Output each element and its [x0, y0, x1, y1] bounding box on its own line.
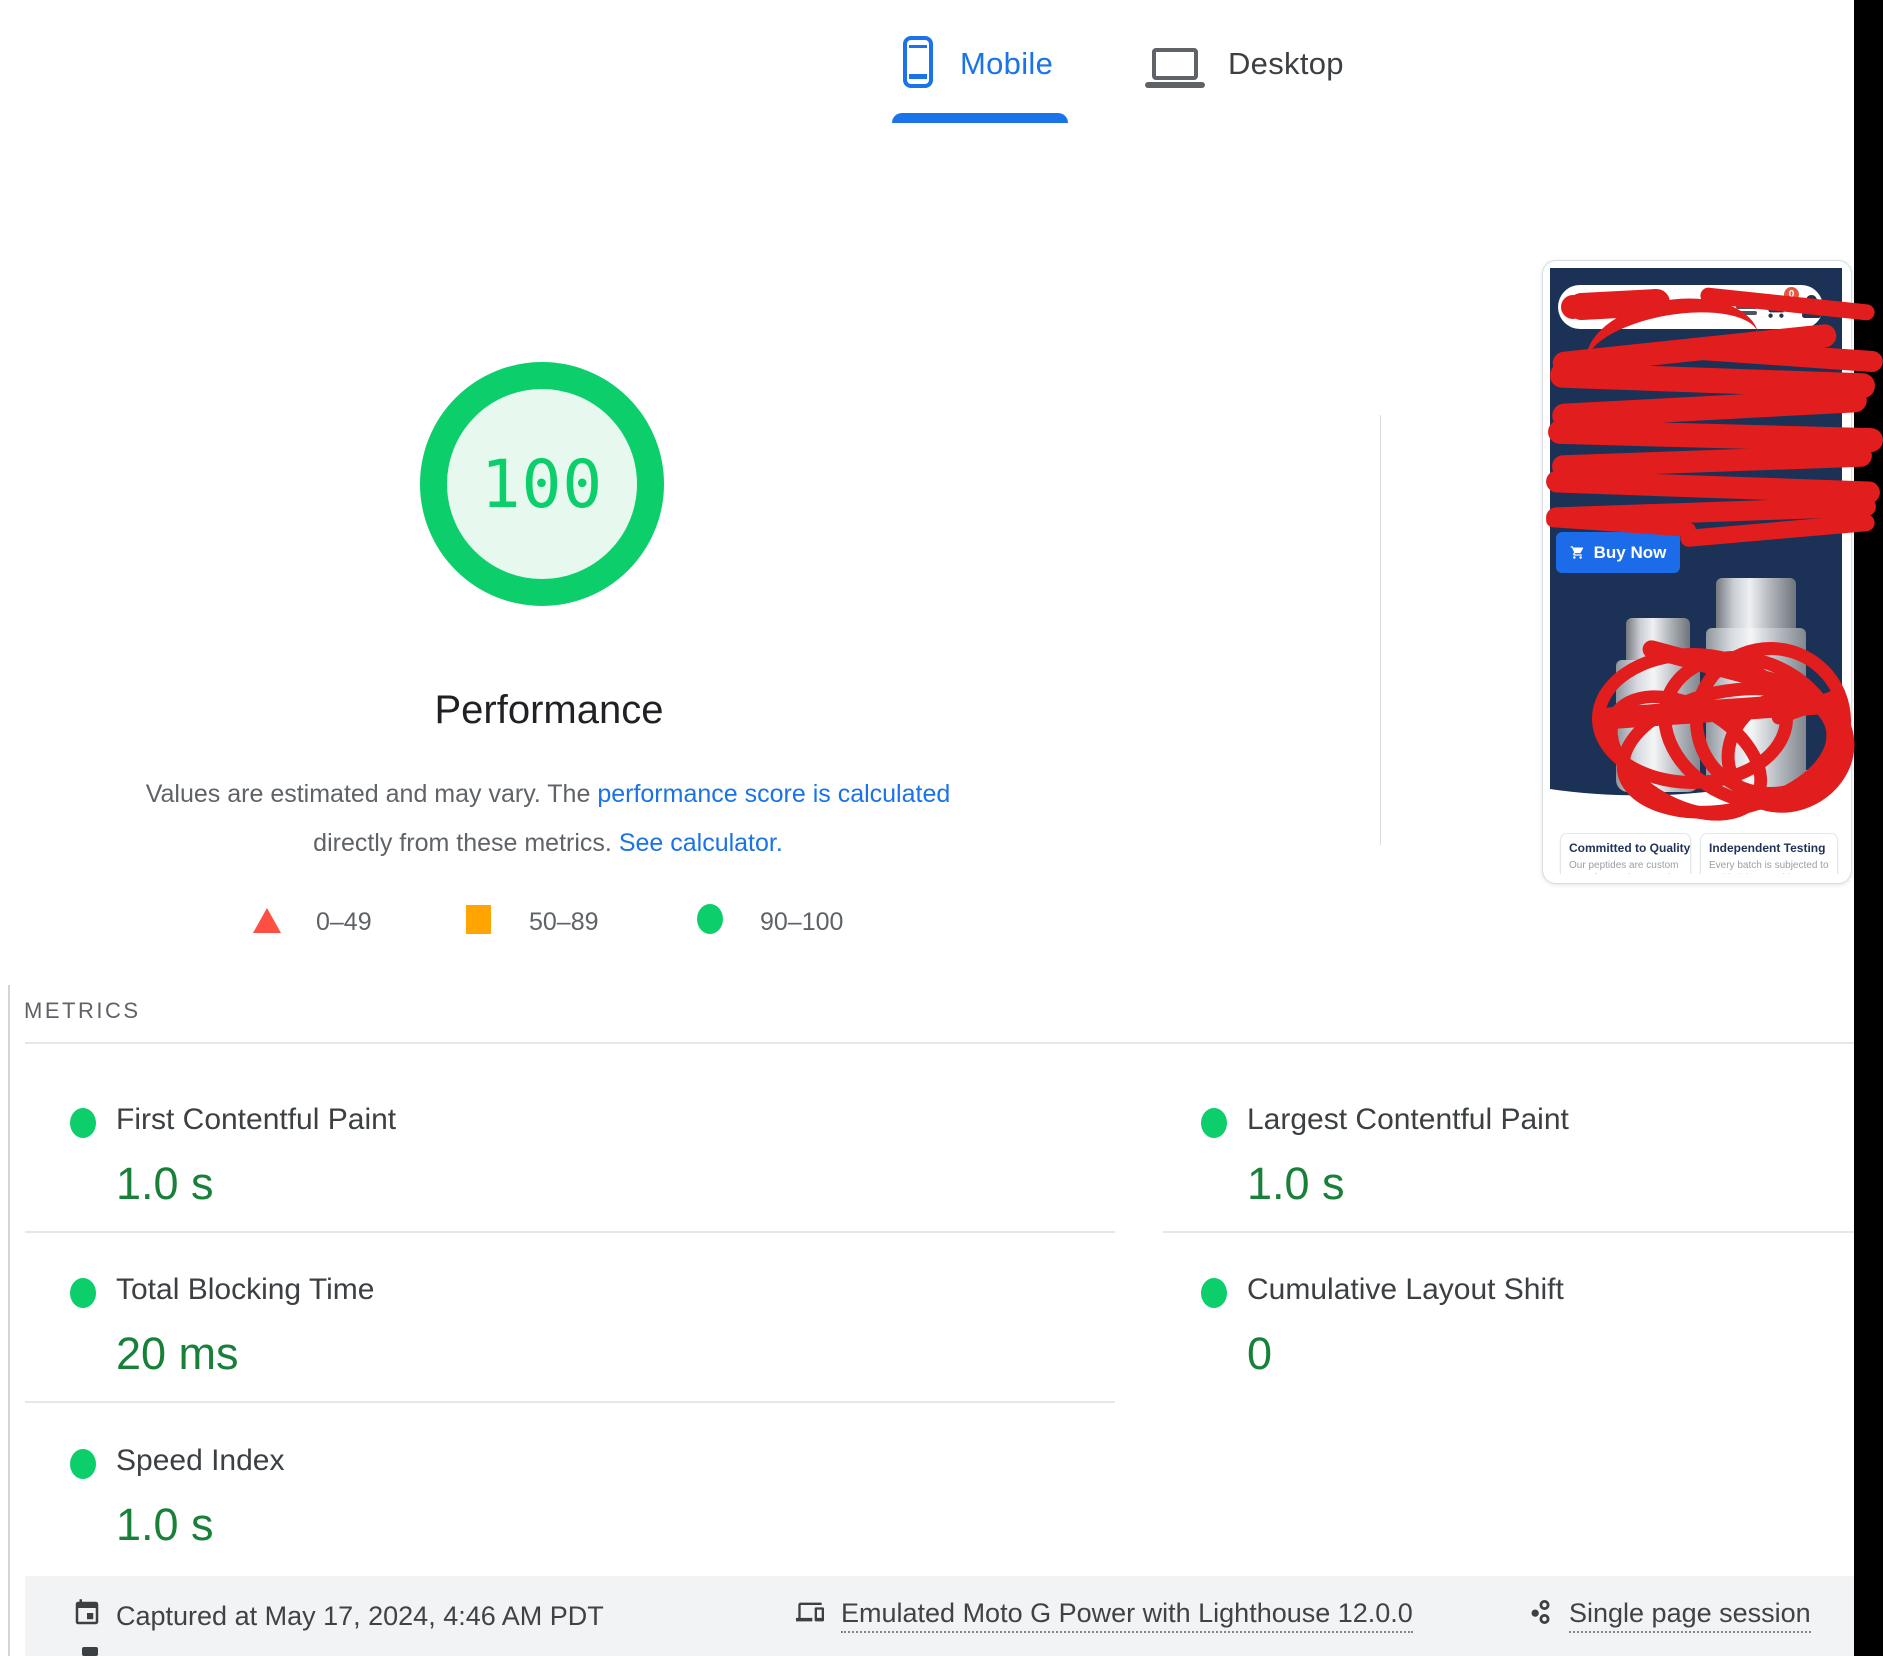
environment-link[interactable]: Emulated Moto G Power with Lighthouse 12… [841, 1598, 1413, 1633]
feature-card-title: Committed to Quality [1569, 841, 1691, 855]
single-page-session-icon [1527, 1598, 1555, 1633]
metric-value: 1.0 s [1247, 1158, 1345, 1209]
legend-average-label: 50–89 [529, 908, 599, 936]
legend-fail-label: 0–49 [316, 908, 372, 936]
feature-card: Independent Testing Every batch is subje… [1700, 833, 1838, 874]
feature-card-body: Our peptides are custom manufactured to … [1569, 860, 1681, 874]
column-divider [1380, 415, 1381, 845]
metric-value: 0 [1247, 1328, 1273, 1379]
performance-score-value: 100 [480, 445, 604, 523]
cropped-next-row-icon [82, 1647, 98, 1656]
mobile-phone-icon [903, 36, 933, 88]
pass-dot-icon [70, 1278, 96, 1308]
buy-now-button: Buy Now [1556, 532, 1680, 573]
redaction-scribble [1561, 295, 1585, 319]
emulated-environment: Emulated Moto G Power with Lighthouse 12… [793, 1598, 1413, 1633]
metric-name: Speed Index [116, 1444, 285, 1477]
legend-average-square-icon [466, 905, 491, 934]
session-link[interactable]: Single page session [1569, 1598, 1811, 1633]
tab-mobile-label: Mobile [960, 46, 1054, 81]
metric-row-divider [25, 1401, 1115, 1403]
feature-card-title: Independent Testing [1709, 841, 1826, 855]
feature-card: Committed to Quality Our peptides are cu… [1560, 833, 1691, 874]
metrics-section-title: METRICS [24, 998, 141, 1023]
buy-now-label: Buy Now [1593, 542, 1667, 562]
metric-value: 1.0 s [116, 1158, 214, 1209]
metric-row-divider [1163, 1231, 1854, 1233]
captured-at: Captured at May 17, 2024, 4:46 AM PDT [72, 1598, 604, 1635]
metrics-top-divider [25, 1042, 1854, 1044]
calendar-icon [72, 1598, 102, 1635]
hamburger-menu-icon [1736, 311, 1757, 315]
metric-name: Cumulative Layout Shift [1247, 1273, 1564, 1306]
feature-card-body: Every batch is subjected to multi-vial t… [1709, 860, 1829, 874]
tab-mobile-active-underline [892, 113, 1068, 123]
metric-name: First Contentful Paint [116, 1103, 397, 1136]
devices-icon [793, 1598, 827, 1633]
legend-pass-circle-icon [697, 904, 723, 934]
disclaimer-text-2: directly from these metrics. [313, 829, 612, 857]
tab-desktop-label: Desktop [1228, 46, 1344, 81]
pass-dot-icon [70, 1108, 96, 1138]
legend-pass-label: 90–100 [760, 908, 844, 936]
performance-title: Performance [434, 688, 664, 732]
metric-value: 20 ms [116, 1328, 239, 1379]
product-vial-right-cap [1716, 578, 1796, 630]
pass-dot-icon [70, 1449, 96, 1479]
disclaimer-text-1: Values are estimated and may vary. The [145, 780, 591, 808]
captured-at-text: Captured at May 17, 2024, 4:46 AM PDT [116, 1601, 604, 1631]
metric-value: 1.0 s [116, 1499, 214, 1550]
metric-name: Total Blocking Time [116, 1273, 375, 1306]
see-calculator-link[interactable]: See calculator. [618, 829, 783, 857]
report-left-border [8, 985, 10, 1656]
cart-icon [1570, 546, 1583, 559]
pass-dot-icon [1201, 1108, 1227, 1138]
session-info: Single page session [1527, 1598, 1811, 1633]
screen-edge-black-bar [1854, 0, 1883, 1656]
performance-score-gauge: 100 [420, 362, 664, 606]
pass-dot-icon [1201, 1278, 1227, 1308]
score-disclaimer: Values are estimated and may vary. The p… [8, 770, 1088, 868]
legend-fail-triangle-icon [253, 908, 281, 933]
metric-name: Largest Contentful Paint [1247, 1103, 1569, 1136]
capture-info-footer [25, 1576, 1854, 1656]
metric-row-divider [25, 1231, 1115, 1233]
performance-score-link[interactable]: performance score is calculated [597, 780, 951, 808]
